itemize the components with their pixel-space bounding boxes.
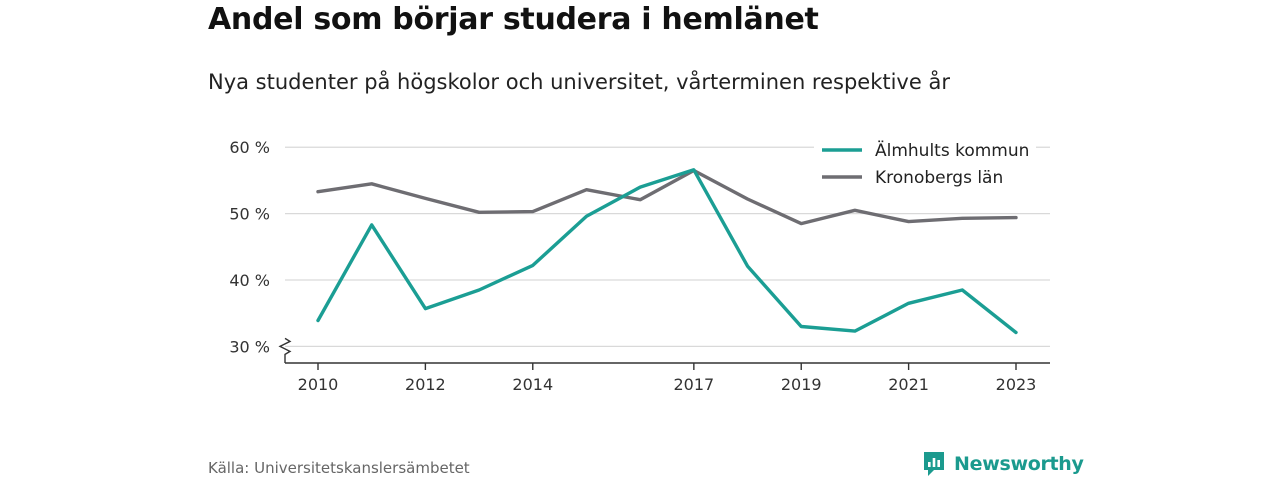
brand-name: Newsworthy <box>954 453 1084 475</box>
x-tick-label: 2012 <box>405 375 446 394</box>
series-lines <box>316 168 1018 335</box>
y-tick-label: 60 % <box>229 138 270 157</box>
x-tick-label: 2019 <box>781 375 822 394</box>
series-line--lmhults-kommun <box>316 168 1018 335</box>
newsworthy-logo: Newsworthy <box>922 450 1084 478</box>
y-tick-label: 50 % <box>229 205 270 224</box>
x-tick-label: 2023 <box>996 375 1037 394</box>
source-note: Källa: Universitetskanslersämbetet <box>208 459 470 477</box>
bar-chart-icon <box>924 452 944 476</box>
axes: 30 % 40 % 50 % 60 % 2010 2012 2014 2017 2019 2021… <box>229 138 1050 394</box>
line-chart: 30 % 40 % 50 % 60 % 2010 2012 2014 2017 2019 2021… <box>229 137 1050 394</box>
y-axis-break <box>278 337 292 363</box>
legend: Älmhults kommun Kronobergs län <box>814 137 1036 188</box>
series-line-kronobergs-l-n <box>316 168 1018 226</box>
y-tick-label: 30 % <box>229 337 270 356</box>
chart-title: Andel som börjar studera i hemlänet <box>208 2 819 37</box>
x-tick-label: 2010 <box>298 375 339 394</box>
y-tick-label: 40 % <box>229 271 270 290</box>
chart-subtitle: Nya studenter på högskolor och universit… <box>208 70 950 94</box>
x-tick-label: 2014 <box>512 375 553 394</box>
legend-label: Kronobergs län <box>875 168 1003 188</box>
x-tick-label: 2021 <box>888 375 929 394</box>
x-tick-label: 2017 <box>673 375 714 394</box>
legend-label: Älmhults kommun <box>875 140 1029 161</box>
